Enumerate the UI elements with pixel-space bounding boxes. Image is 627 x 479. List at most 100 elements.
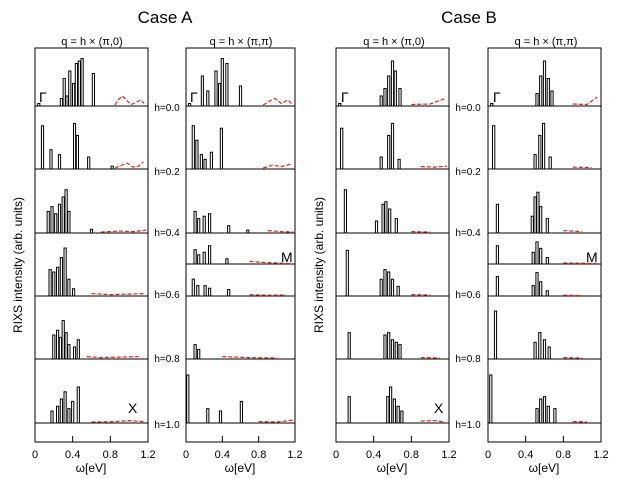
spectral-peak [110, 165, 114, 169]
spectral-peak [50, 410, 54, 423]
h-label: h=0.8 [154, 354, 180, 365]
spectral-peak [71, 400, 75, 423]
spectral-peak [546, 405, 550, 423]
x-axis-label-a2: ω[eV] [225, 461, 256, 475]
spectral-peak [58, 336, 62, 359]
spectral-peak [379, 156, 383, 169]
h-labels-b: h=0.0 h=0.2 h=0.4 h=0.6 h=0.8 h=1.0 [455, 103, 481, 431]
spectral-peak [338, 103, 342, 106]
dashed-spectrum [263, 163, 291, 169]
spectral-peak [530, 215, 534, 233]
spectral-peak [390, 278, 395, 296]
spectral-peak [219, 127, 223, 169]
spectral-peak [545, 290, 549, 296]
spectral-peak [535, 241, 539, 264]
spectral-peak [193, 210, 197, 233]
x-tick-label: 1.2 [593, 449, 608, 461]
spectral-peak [61, 320, 65, 359]
spectral-peak [386, 396, 390, 423]
spectral-peak [57, 203, 62, 233]
spectral-peak [347, 332, 351, 359]
spectral-peak [495, 203, 499, 233]
spectral-peak [57, 154, 62, 169]
chart-marks: 0 0.4 0.8 1.2 0 0.4 0.8 1.2 0 0.4 0.8 1.2 0 0.4 0.8 1.2 [32, 58, 609, 461]
spectral-peak [393, 70, 397, 106]
x-tick-label: 0.4 [518, 449, 533, 461]
point-label-gamma: Γ [39, 89, 47, 105]
panel-title-b2: q = h × (π,π) [515, 36, 578, 48]
spectral-peak [188, 103, 192, 106]
spectral-peak [206, 90, 210, 106]
spectral-peak [209, 151, 213, 169]
spectral-peak [203, 285, 207, 296]
h-label: h=0.6 [455, 290, 481, 301]
spectral-peak [542, 122, 546, 169]
spectral-peak [199, 154, 203, 169]
spectral-peak [550, 90, 554, 106]
spectral-peak [547, 346, 551, 359]
h-labels-a: h=0.0 h=0.2 h=0.4 h=0.6 h=0.8 h=1.0 [154, 103, 180, 431]
panel-frame-b1 [335, 47, 450, 443]
spectral-peak [208, 213, 212, 233]
spectral-peak [49, 149, 53, 169]
spectral-peak [542, 339, 547, 359]
h-label: h=0.0 [154, 103, 180, 114]
spectral-peak [394, 341, 398, 359]
x-tick-label: 0.8 [556, 449, 571, 461]
spectral-peak [390, 122, 395, 169]
x-tick-label: 0.4 [65, 449, 80, 461]
point-label-x: X [434, 400, 444, 416]
spectral-peak [492, 125, 496, 169]
spectral-peak [531, 285, 535, 296]
panel-frame-a1 [34, 47, 149, 443]
spectral-peak [538, 134, 542, 169]
spectral-peak [383, 269, 387, 296]
spectral-peak [387, 75, 391, 106]
spectral-peak [59, 98, 63, 106]
x-tick-label: 0.8 [251, 449, 266, 461]
spectral-peak [542, 396, 547, 423]
spectral-peak [197, 254, 201, 264]
h-label: h=0.6 [154, 290, 180, 301]
case-b-title: Case B [441, 8, 497, 27]
dashed-spectrum [114, 161, 144, 169]
spectral-peak [535, 408, 539, 423]
dashed-spectrum [563, 262, 597, 265]
spectral-peak [539, 398, 543, 423]
spectral-peak [383, 334, 387, 359]
spectral-peak [74, 63, 78, 106]
spectral-peak [40, 125, 45, 169]
spectral-peak [46, 210, 50, 233]
spectral-peak [193, 344, 197, 359]
dashed-spectrum [572, 96, 598, 106]
dashed-spectrum [267, 230, 294, 233]
h-label: h=0.2 [154, 167, 180, 178]
spectral-peak [91, 73, 95, 106]
spectral-peak [390, 339, 395, 359]
spectral-peak [202, 251, 206, 264]
x-tick-label: 1.2 [441, 449, 456, 461]
spectral-peak [64, 189, 68, 233]
spectral-peak [238, 85, 243, 106]
point-label-gamma: Γ [190, 89, 198, 105]
spectral-peak [68, 70, 72, 106]
x-tick-label: 0 [32, 449, 38, 461]
spectral-peak [490, 103, 494, 106]
spectral-peak [383, 88, 387, 106]
h-label: h=0.2 [455, 167, 481, 178]
spectral-peak [56, 266, 60, 296]
spectral-peak [531, 251, 535, 264]
spectral-peak [208, 245, 212, 264]
spectral-peak [73, 346, 77, 359]
spectral-peak [493, 310, 498, 359]
spectral-peak [67, 278, 71, 296]
point-label-m: M [586, 249, 598, 265]
x-tick-label: 0.8 [103, 449, 118, 461]
spectral-peak [387, 332, 391, 359]
spectral-peak [62, 78, 66, 106]
spectral-peak [398, 88, 402, 106]
spectral-peak [535, 272, 539, 296]
spectral-peak [400, 410, 404, 423]
spectral-peak [539, 206, 543, 233]
